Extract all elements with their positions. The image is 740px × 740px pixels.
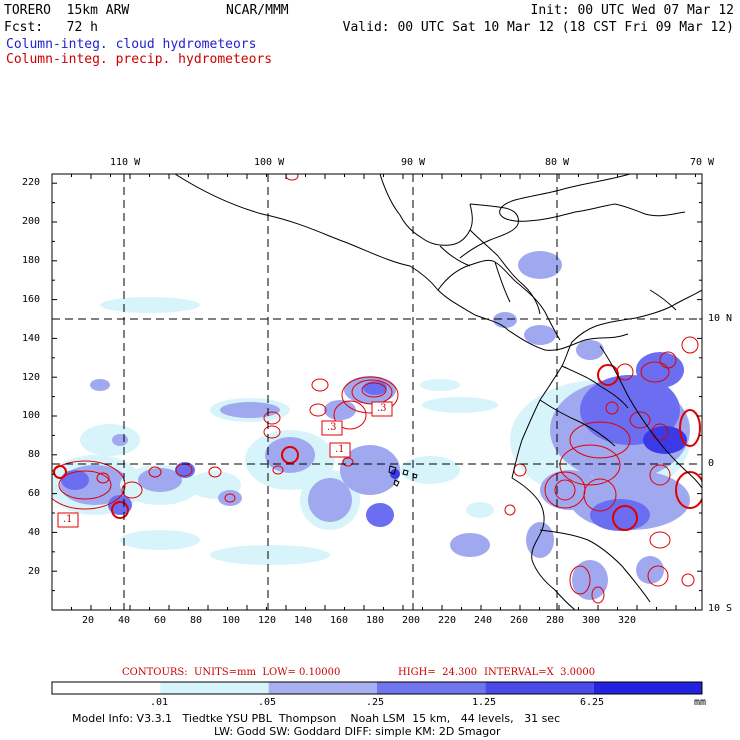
coastlines xyxy=(174,174,702,610)
colorbar-segment xyxy=(52,682,161,694)
y-tick-label: 60 xyxy=(28,488,41,499)
x-tick-label: 300 xyxy=(582,615,601,626)
contour-interval-info: INTERVAL=X 3.0000 xyxy=(484,667,596,678)
colorbar-segment xyxy=(593,682,702,694)
contour-high-info: HIGH= 24.300 xyxy=(398,667,478,678)
x-tick-label: 220 xyxy=(438,615,457,626)
color-bar xyxy=(51,681,703,695)
contour-label: .3 xyxy=(327,422,337,433)
x-tick-label: 80 xyxy=(190,615,203,626)
x-tick-label: 20 xyxy=(82,615,95,626)
x-tick-label: 120 xyxy=(258,615,277,626)
colorbar-segment xyxy=(268,682,377,694)
lat-label: 10 S xyxy=(708,603,733,614)
contour-label: .1 xyxy=(63,514,73,525)
lon-label: 70 W xyxy=(690,157,715,168)
axis-ticks xyxy=(52,174,702,610)
precip-contours xyxy=(52,174,702,604)
cloud-field-label: Column-integ. cloud hydrometeors xyxy=(6,37,257,52)
y-tick-label: 160 xyxy=(22,294,41,305)
contour-label-boxes xyxy=(57,401,393,528)
y-tick-label: 180 xyxy=(22,255,41,266)
x-tick-label: 100 xyxy=(222,615,241,626)
y-tick-label: 100 xyxy=(22,410,41,421)
colorbar-segment xyxy=(485,682,594,694)
lon-label: 100 W xyxy=(254,157,285,168)
x-tick-label: 140 xyxy=(294,615,313,626)
lon-label: 80 W xyxy=(545,157,570,168)
lon-label: 90 W xyxy=(401,157,426,168)
x-tick-label: 260 xyxy=(510,615,529,626)
colorbar-label: .05 xyxy=(258,697,277,708)
colorbar-label: .25 xyxy=(366,697,385,708)
colorbar-label: 1.25 xyxy=(472,697,497,708)
x-tick-label: 280 xyxy=(546,615,565,626)
contour-units-info: CONTOURS: UNITS=mm LOW= 0.10000 xyxy=(122,667,341,678)
precip-field-label: Column-integ. precip. hydrometeors xyxy=(6,52,273,67)
lon-label: 110 W xyxy=(110,157,141,168)
graticule xyxy=(52,174,702,610)
x-tick-label: 320 xyxy=(618,615,637,626)
x-tick-label: 200 xyxy=(402,615,421,626)
valid-time: Valid: 00 UTC Sat 10 Mar 12 (18 CST Fri … xyxy=(342,20,734,35)
colorbar-label: .01 xyxy=(150,697,169,708)
y-tick-label: 120 xyxy=(22,372,41,383)
y-tick-label: 20 xyxy=(28,566,41,577)
colorbar-segment xyxy=(160,682,269,694)
lat-label: 0 xyxy=(708,458,715,469)
contour-label: .3 xyxy=(377,403,387,414)
contour-label: .1 xyxy=(335,444,345,455)
y-tick-label: 40 xyxy=(28,527,41,538)
model-info-line2: LW: Godd SW: Goddard DIFF: simple KM: 2D… xyxy=(214,725,501,738)
model-info-line1: Model Info: V3.3.1 Tiedtke YSU PBL Thomp… xyxy=(72,712,561,725)
cloud-shading xyxy=(52,251,690,600)
model-title: TORERO 15km ARW xyxy=(4,3,130,18)
colorbar-segment xyxy=(377,682,486,694)
x-tick-label: 160 xyxy=(330,615,349,626)
x-tick-label: 180 xyxy=(366,615,385,626)
x-tick-label: 40 xyxy=(118,615,131,626)
y-tick-label: 80 xyxy=(28,449,41,460)
colorbar-label: 6.25 xyxy=(580,697,605,708)
x-tick-label: 60 xyxy=(154,615,167,626)
forecast-hour: Fcst: 72 h xyxy=(4,20,98,35)
lat-label: 10 N xyxy=(708,313,733,324)
x-tick-label: 240 xyxy=(474,615,493,626)
y-tick-label: 220 xyxy=(22,177,41,188)
center-title: NCAR/MMM xyxy=(226,3,289,18)
colorbar-unit: mm xyxy=(694,697,707,708)
y-tick-label: 140 xyxy=(22,333,41,344)
y-tick-label: 200 xyxy=(22,216,41,227)
plot-frame xyxy=(51,173,703,611)
init-time: Init: 00 UTC Wed 07 Mar 12 xyxy=(530,3,735,18)
